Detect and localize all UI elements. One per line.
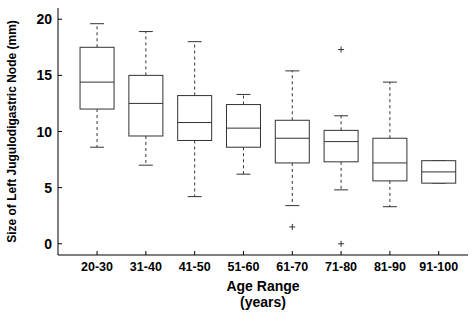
median bbox=[422, 171, 456, 172]
x-tick bbox=[438, 251, 439, 255]
y-tick-label: 0 bbox=[44, 236, 52, 252]
x-tick bbox=[341, 251, 342, 255]
outlier bbox=[338, 47, 344, 53]
x-tick-label: 71-80 bbox=[325, 260, 357, 274]
max-cap bbox=[139, 31, 153, 32]
box bbox=[226, 105, 260, 148]
y-tick bbox=[58, 131, 62, 132]
y-tick-label: 10 bbox=[36, 124, 52, 140]
lower-whisker bbox=[97, 109, 98, 147]
box bbox=[275, 120, 309, 163]
median bbox=[324, 141, 358, 142]
x-tick bbox=[145, 251, 146, 255]
max-cap bbox=[285, 70, 299, 71]
x-tick-label: 91-100 bbox=[419, 260, 458, 274]
min-cap bbox=[139, 165, 153, 166]
max-cap bbox=[334, 115, 348, 116]
y-tick-label: 20 bbox=[36, 11, 52, 27]
lower-whisker bbox=[292, 163, 293, 206]
y-tick bbox=[58, 187, 62, 188]
upper-whisker bbox=[389, 82, 390, 138]
y-tick-label: 5 bbox=[44, 180, 52, 196]
x-tick-label: 61-70 bbox=[276, 260, 308, 274]
x-axis-label-line: (years) bbox=[240, 294, 286, 310]
median bbox=[129, 103, 163, 104]
box bbox=[422, 161, 456, 183]
x-tick bbox=[292, 251, 293, 255]
x-tick-label: 81-90 bbox=[374, 260, 406, 274]
lower-whisker bbox=[145, 136, 146, 165]
x-tick bbox=[194, 251, 195, 255]
x-tick-label: 20-30 bbox=[81, 260, 113, 274]
chart: 0 5 10 15 20 20-30 31-40 41-50 51-60 61-70 71-80 81… bbox=[0, 0, 474, 324]
y-tick bbox=[58, 19, 62, 20]
x-tick-label: 51-60 bbox=[227, 260, 259, 274]
box bbox=[324, 130, 358, 161]
median bbox=[226, 128, 260, 129]
x-tick-label: 41-50 bbox=[179, 260, 211, 274]
lower-whisker bbox=[389, 181, 390, 207]
x-tick bbox=[389, 251, 390, 255]
x-axis-label-line: Age Range bbox=[226, 278, 299, 294]
median bbox=[178, 122, 212, 123]
upper-whisker bbox=[145, 32, 146, 76]
max-cap bbox=[236, 94, 250, 95]
upper-whisker bbox=[97, 24, 98, 48]
box bbox=[178, 96, 212, 141]
upper-whisker bbox=[194, 42, 195, 96]
box bbox=[373, 138, 407, 181]
min-cap bbox=[90, 147, 104, 148]
min-cap bbox=[236, 174, 250, 175]
lower-whisker bbox=[341, 162, 342, 190]
box bbox=[129, 75, 163, 136]
max-cap bbox=[383, 82, 397, 83]
max-cap bbox=[188, 41, 202, 42]
outlier bbox=[289, 224, 295, 230]
upper-whisker bbox=[341, 116, 342, 131]
y-tick bbox=[58, 243, 62, 244]
upper-whisker bbox=[292, 71, 293, 120]
x-axis bbox=[58, 255, 468, 256]
median bbox=[80, 82, 114, 83]
lower-whisker bbox=[194, 140, 195, 196]
min-cap bbox=[383, 206, 397, 207]
y-tick bbox=[58, 75, 62, 76]
box bbox=[80, 47, 114, 109]
min-cap bbox=[285, 205, 299, 206]
min-cap bbox=[188, 196, 202, 197]
upper-whisker bbox=[243, 94, 244, 104]
min-cap bbox=[334, 189, 348, 190]
max-cap bbox=[90, 23, 104, 24]
outlier bbox=[338, 241, 344, 247]
x-tick bbox=[97, 251, 98, 255]
median bbox=[275, 138, 309, 139]
y-tick-label: 15 bbox=[36, 67, 52, 83]
median bbox=[373, 162, 407, 163]
x-tick-label: 31-40 bbox=[130, 260, 162, 274]
lower-whisker bbox=[243, 147, 244, 174]
x-tick bbox=[243, 251, 244, 255]
x-axis-label: Age Range(years) bbox=[226, 278, 299, 310]
y-axis-label: Size of Left Jugulodigastric Node (mm) bbox=[5, 20, 19, 243]
boxes bbox=[80, 24, 456, 247]
